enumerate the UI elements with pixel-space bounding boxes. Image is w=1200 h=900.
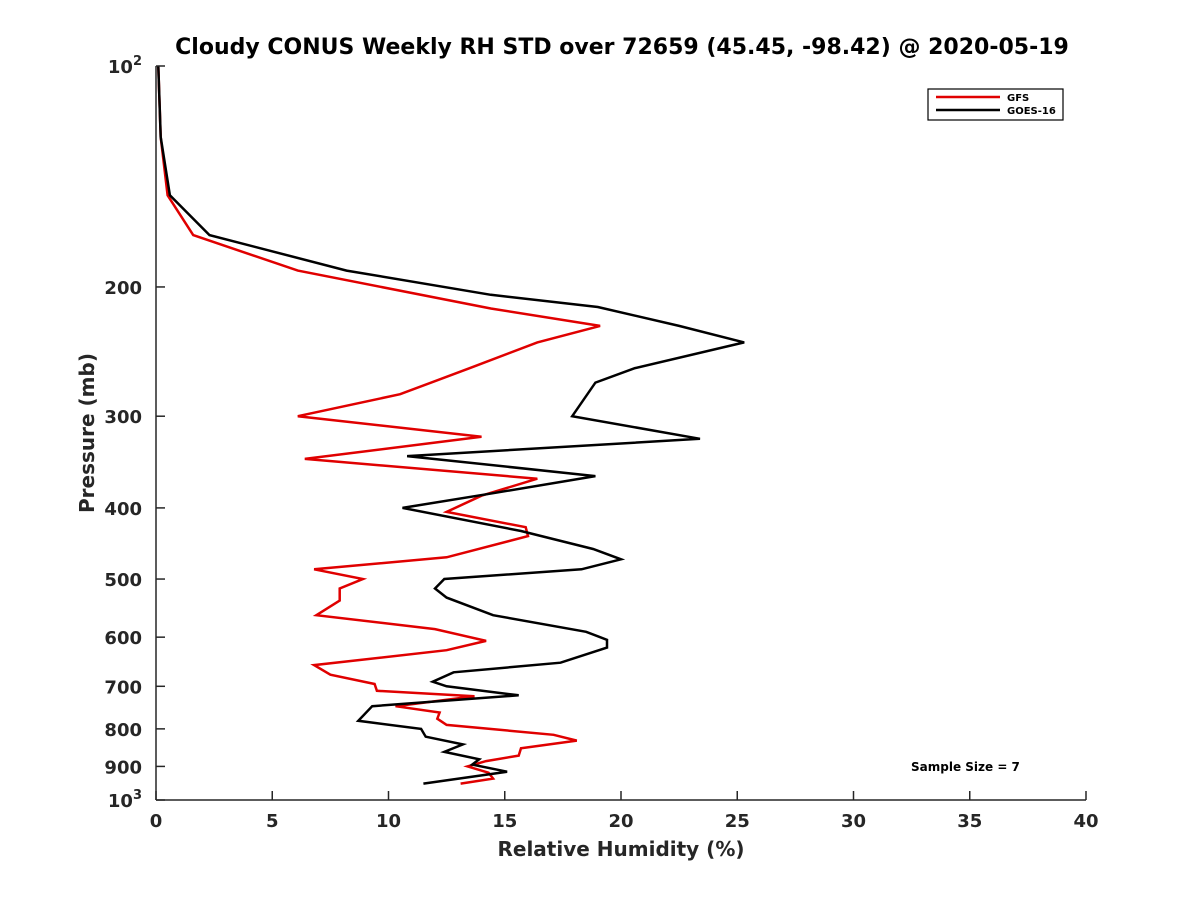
series-line-gfs [157, 65, 601, 785]
x-tick-label: 15 [492, 811, 517, 832]
x-tick-label: 0 [150, 811, 163, 832]
y-tick-label: 900 [104, 757, 142, 778]
x-tick-label: 5 [266, 811, 279, 832]
y-tick-label: 102 [108, 54, 142, 78]
y-tick-label: 103 [108, 788, 142, 812]
y-tick-label: 200 [104, 278, 142, 299]
y-tick-label: 400 [104, 499, 142, 520]
legend-box [927, 88, 1064, 121]
plot-lines [157, 65, 745, 785]
sample-size-annotation: Sample Size = 7 [911, 760, 1020, 774]
x-tick-label: 30 [841, 811, 866, 832]
y-ticks: 102 200 300 400 500 600 700 800 900 103 [104, 54, 165, 812]
axes [155, 66, 1086, 801]
y-tick-label: 700 [104, 677, 142, 698]
y-tick-label: 500 [104, 570, 142, 591]
x-tick-label: 40 [1073, 811, 1098, 832]
y-tick-label: 800 [104, 720, 142, 741]
chart-title: Cloudy CONUS Weekly RH STD over 72659 (4… [175, 35, 1069, 60]
y-tick-label: 300 [104, 407, 142, 428]
y-tick-label: 600 [104, 628, 142, 649]
legend-label-goes16: GOES-16 [1007, 106, 1056, 117]
x-axis-label: Relative Humidity (%) [497, 837, 744, 861]
y-axis-label: Pressure (mb) [75, 353, 99, 513]
legend: GFS GOES-16 [927, 88, 1064, 121]
x-tick-label: 20 [608, 811, 633, 832]
x-tick-label: 25 [725, 811, 750, 832]
legend-label-gfs: GFS [1007, 93, 1029, 104]
x-tick-label: 35 [957, 811, 982, 832]
x-tick-label: 10 [376, 811, 401, 832]
x-ticks: 0 5 10 15 20 25 30 35 40 [150, 791, 1099, 832]
series-line-goes16 [157, 65, 745, 785]
